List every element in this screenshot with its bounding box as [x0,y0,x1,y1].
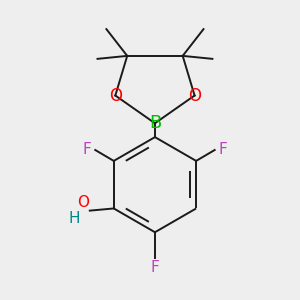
Text: F: F [218,142,227,158]
Text: F: F [83,142,92,158]
Text: O: O [109,86,122,104]
Text: B: B [149,114,161,132]
Text: O: O [77,195,89,210]
Text: O: O [188,86,201,104]
Text: H: H [68,211,80,226]
Text: F: F [151,260,159,275]
